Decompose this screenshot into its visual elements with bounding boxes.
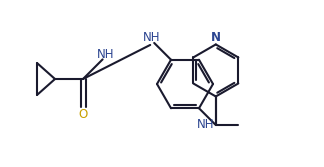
Text: NH: NH [143, 31, 160, 44]
Text: NH: NH [197, 118, 214, 131]
Text: NH: NH [97, 48, 114, 61]
Text: N: N [211, 31, 221, 44]
Text: O: O [78, 108, 87, 121]
